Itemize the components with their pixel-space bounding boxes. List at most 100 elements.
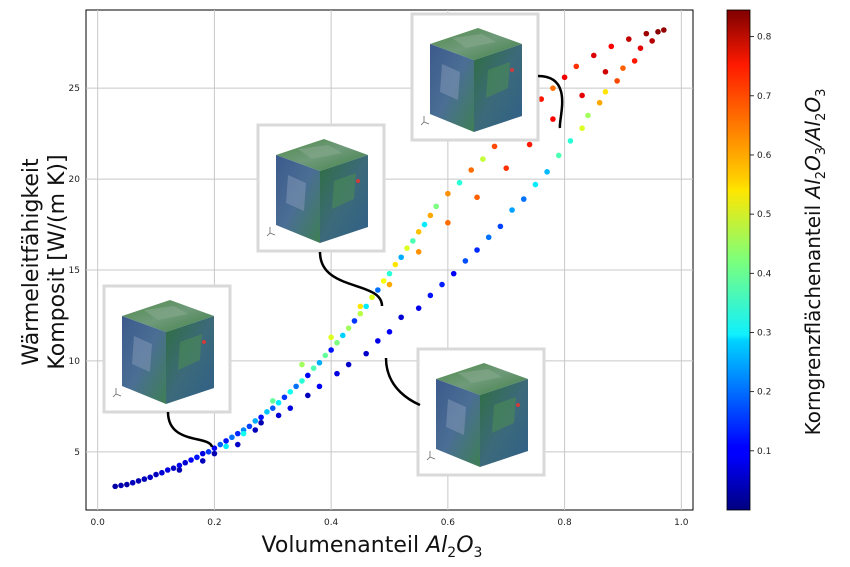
data-point: [240, 430, 247, 437]
data-point: [334, 370, 340, 377]
data-point: [480, 156, 486, 162]
data-point: [369, 294, 375, 301]
data-point: [316, 359, 323, 366]
data-point: [223, 438, 229, 444]
y-tick-label: 20: [69, 175, 81, 185]
data-point: [159, 469, 165, 476]
data-point: [380, 278, 387, 284]
data-point: [340, 332, 346, 339]
data-point: [410, 238, 416, 244]
data-point: [520, 196, 527, 202]
data-point: [415, 229, 422, 235]
data-point: [252, 418, 259, 424]
data-point: [450, 270, 457, 277]
data-point: [194, 454, 200, 461]
data-point: [287, 389, 294, 395]
data-point: [567, 138, 574, 144]
data-point: [112, 483, 118, 490]
data-point: [205, 449, 212, 455]
colorbar-tick-label: 0.3: [757, 328, 771, 338]
data-point: [363, 303, 369, 310]
colorbar-tick-label: 0.8: [757, 33, 772, 43]
data-point: [199, 450, 206, 457]
y-tick-label: 10: [69, 357, 81, 367]
colorbar: [726, 9, 751, 511]
data-point: [427, 292, 434, 299]
data-point: [392, 261, 399, 268]
data-point: [445, 190, 451, 197]
data-point: [269, 398, 276, 404]
data-point: [398, 314, 404, 321]
data-point: [188, 457, 194, 463]
data-point: [631, 58, 638, 64]
connector-line-1: [166, 411, 214, 448]
colorbar-label: Korngrenzflächenanteil Al2O3/Al2O3: [801, 89, 829, 436]
data-point: [223, 443, 229, 450]
data-point: [421, 221, 428, 228]
data-point: [164, 467, 171, 473]
data-point: [602, 89, 609, 95]
data-point: [264, 409, 270, 415]
data-point: [234, 441, 241, 448]
data-point: [176, 467, 183, 473]
connector-line-3: [384, 357, 421, 407]
x-tick-label: 0.8: [557, 518, 572, 528]
colorbar-tick-labels: 0.1 0.2 0.3 0.4 0.5 0.6 0.7 0.8: [750, 33, 772, 457]
data-point: [170, 465, 177, 471]
data-point: [153, 471, 159, 478]
microstructure-cube-4: [410, 12, 540, 142]
data-point: [445, 219, 451, 226]
data-point: [526, 141, 533, 148]
data-point: [532, 181, 539, 188]
data-point: [299, 378, 305, 384]
data-point: [415, 305, 422, 311]
data-point: [491, 143, 498, 150]
data-point: [614, 78, 620, 84]
data-point: [357, 310, 364, 317]
data-point: [304, 372, 311, 379]
data-point: [345, 361, 352, 368]
data-point: [334, 339, 340, 346]
y-tick-label: 25: [69, 84, 80, 94]
data-point: [602, 69, 609, 75]
data-points: [112, 27, 667, 490]
y-tick-labels: 5 10 15 20 25: [69, 84, 81, 458]
data-point: [345, 325, 352, 331]
data-point: [304, 392, 311, 399]
x-tick-label: 0.2: [207, 518, 221, 528]
y-tick-label: 15: [69, 266, 80, 276]
data-point: [357, 303, 364, 310]
data-point: [129, 479, 136, 486]
x-tick-label: 0.0: [91, 518, 106, 528]
data-point: [287, 405, 294, 411]
data-point: [649, 38, 655, 44]
data-point: [404, 245, 410, 251]
grid-lines: [86, 10, 693, 510]
data-point: [135, 478, 142, 484]
data-point: [229, 434, 235, 441]
x-tick-label: 0.6: [441, 518, 456, 528]
data-point: [485, 234, 492, 241]
data-point: [211, 450, 218, 457]
x-axis-label: Volumenanteil Al2O3: [262, 533, 483, 561]
connector-line-2: [318, 251, 384, 307]
data-point: [625, 36, 632, 42]
data-point: [468, 167, 475, 173]
data-point: [427, 212, 434, 219]
data-point: [258, 414, 264, 421]
data-point: [398, 254, 404, 261]
data-point: [637, 45, 644, 51]
data-point: [328, 347, 334, 353]
data-point: [275, 412, 282, 419]
y-axis-label-line1: Wärmeleitfähigkeit: [19, 158, 44, 366]
data-point: [497, 223, 504, 230]
data-point: [299, 361, 305, 368]
data-point: [351, 318, 358, 324]
data-point: [544, 169, 550, 175]
data-point: [234, 430, 241, 437]
colorbar-tick-label: 0.1: [757, 447, 771, 457]
data-point: [328, 334, 334, 341]
colorbar-tick-label: 0.5: [757, 210, 771, 220]
data-point: [555, 152, 562, 159]
